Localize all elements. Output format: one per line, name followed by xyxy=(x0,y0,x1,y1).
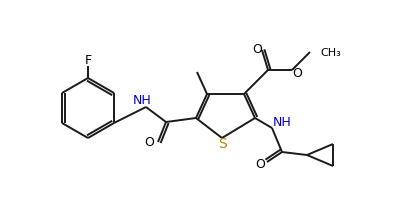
Text: O: O xyxy=(254,158,264,171)
Text: F: F xyxy=(84,54,91,67)
Text: NH: NH xyxy=(272,116,291,128)
Text: CH₃: CH₃ xyxy=(319,48,340,58)
Text: NH: NH xyxy=(132,94,151,107)
Text: O: O xyxy=(144,137,154,150)
Text: O: O xyxy=(251,43,261,55)
Text: S: S xyxy=(218,137,227,151)
Text: O: O xyxy=(292,67,301,79)
